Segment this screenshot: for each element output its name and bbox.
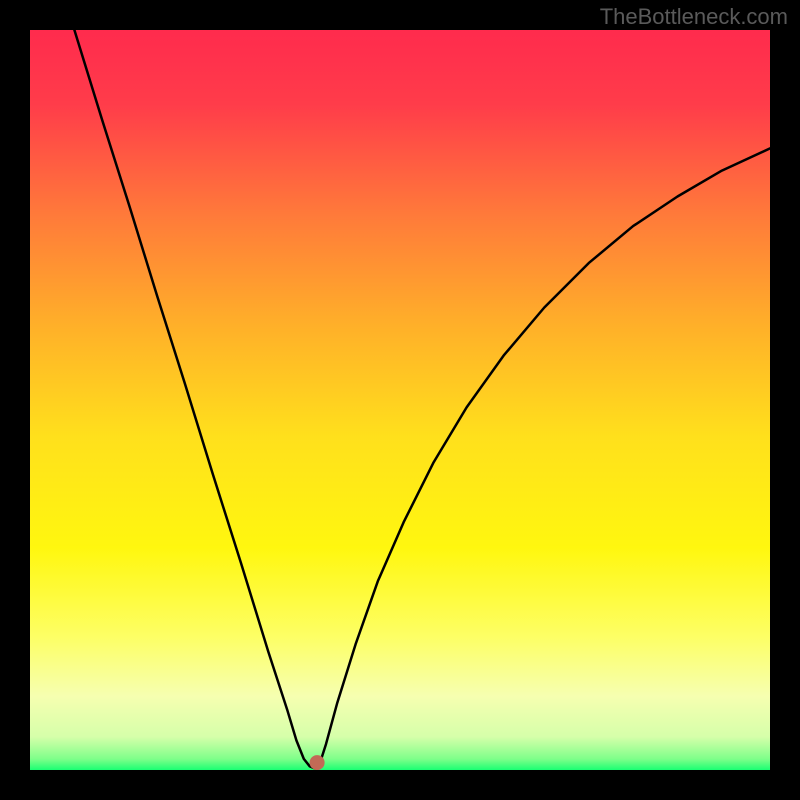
plot-area bbox=[30, 30, 770, 770]
bottleneck-curve bbox=[74, 30, 770, 769]
watermark-text: TheBottleneck.com bbox=[600, 4, 788, 30]
minimum-marker bbox=[310, 756, 324, 770]
curve-layer bbox=[30, 30, 770, 770]
